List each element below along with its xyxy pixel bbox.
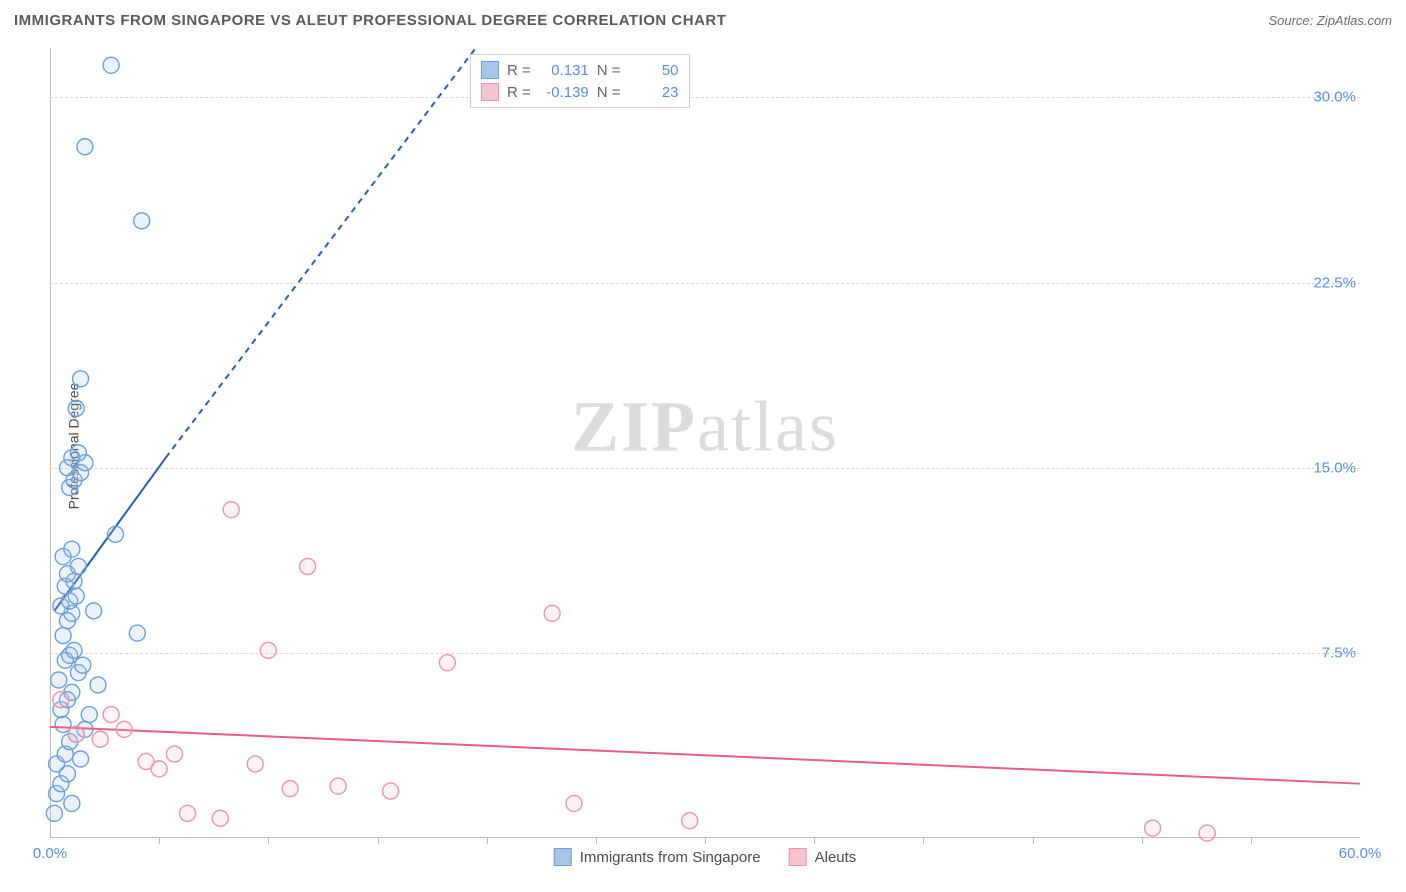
legend-swatch-1 (789, 848, 807, 866)
x-tick (1033, 838, 1034, 844)
scatter-point (223, 502, 239, 518)
trend-line-1 (50, 727, 1360, 784)
legend-swatch-0 (554, 848, 572, 866)
stats-swatch-1 (481, 83, 499, 101)
x-tick (1251, 838, 1252, 844)
legend-label-0: Immigrants from Singapore (580, 849, 761, 866)
stats-legend-row-1: R = -0.139 N = 23 (481, 81, 679, 103)
scatter-point (66, 642, 82, 658)
scatter-point (129, 625, 145, 641)
scatter-svg (50, 48, 1360, 838)
x-tick (487, 838, 488, 844)
scatter-point (282, 781, 298, 797)
x-tick-label-min: 0.0% (33, 845, 67, 862)
scatter-point (53, 692, 69, 708)
scatter-point (103, 707, 119, 723)
scatter-point (544, 605, 560, 621)
scatter-point (86, 603, 102, 619)
legend-label-1: Aleuts (815, 849, 857, 866)
scatter-point (151, 761, 167, 777)
x-tick (705, 838, 706, 844)
x-tick (268, 838, 269, 844)
scatter-point (247, 756, 263, 772)
stats-swatch-0 (481, 61, 499, 79)
scatter-point (212, 810, 228, 826)
scatter-point (682, 813, 698, 829)
scatter-point (77, 139, 93, 155)
scatter-point (46, 805, 62, 821)
trend-line-dash-0 (166, 48, 476, 458)
stats-legend: R = 0.131 N = 50 R = -0.139 N = 23 (470, 54, 690, 108)
scatter-point (103, 57, 119, 73)
scatter-point (330, 778, 346, 794)
chart-title: IMMIGRANTS FROM SINGAPORE VS ALEUT PROFE… (14, 12, 726, 29)
scatter-point (166, 746, 182, 762)
scatter-point (439, 655, 455, 671)
x-tick (378, 838, 379, 844)
scatter-point (59, 766, 75, 782)
x-tick (814, 838, 815, 844)
scatter-point (300, 558, 316, 574)
scatter-point (64, 541, 80, 557)
scatter-point (566, 795, 582, 811)
scatter-point (68, 400, 84, 416)
scatter-point (51, 672, 67, 688)
scatter-point (55, 628, 71, 644)
x-tick (159, 838, 160, 844)
scatter-point (75, 657, 91, 673)
header-bar: IMMIGRANTS FROM SINGAPORE VS ALEUT PROFE… (0, 0, 1406, 40)
series-legend-item-0: Immigrants from Singapore (554, 848, 761, 866)
scatter-point (70, 445, 86, 461)
scatter-point (81, 707, 97, 723)
series-legend-item-1: Aleuts (789, 848, 857, 866)
scatter-point (92, 731, 108, 747)
plot-area: ZIPatlas 7.5%15.0%22.5%30.0% 0.0% 60.0% … (50, 48, 1360, 838)
scatter-point (68, 726, 84, 742)
x-tick (596, 838, 597, 844)
x-tick (1142, 838, 1143, 844)
scatter-point (73, 751, 89, 767)
series-legend: Immigrants from Singapore Aleuts (554, 848, 857, 866)
source-attribution: Source: ZipAtlas.com (1268, 13, 1392, 28)
scatter-point (64, 795, 80, 811)
scatter-point (90, 677, 106, 693)
scatter-point (383, 783, 399, 799)
scatter-point (1145, 820, 1161, 836)
scatter-point (134, 213, 150, 229)
scatter-point (108, 526, 124, 542)
x-tick (923, 838, 924, 844)
stats-legend-row-0: R = 0.131 N = 50 (481, 59, 679, 81)
scatter-point (260, 642, 276, 658)
x-tick-label-max: 60.0% (1339, 845, 1382, 862)
scatter-point (1199, 825, 1215, 841)
scatter-point (70, 558, 86, 574)
scatter-point (116, 721, 132, 737)
scatter-point (180, 805, 196, 821)
scatter-point (73, 371, 89, 387)
